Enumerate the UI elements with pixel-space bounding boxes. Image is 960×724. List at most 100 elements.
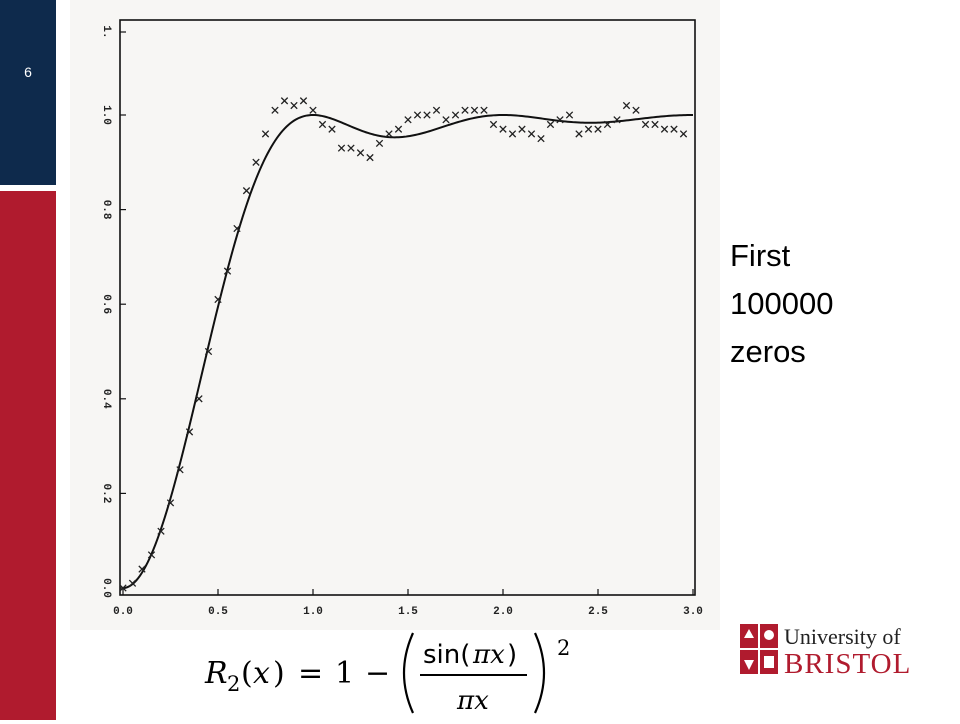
data-point-marker	[280, 97, 289, 105]
sidebar-navy-band: 6	[0, 0, 56, 185]
data-point-marker	[366, 153, 374, 162]
plot-frame	[119, 19, 696, 596]
university-logo: University of BRISTOL	[740, 620, 940, 680]
data-point-marker	[404, 116, 412, 124]
side-caption-line-1: First	[730, 238, 791, 273]
data-point-marker	[546, 120, 555, 129]
pair-correlation-formula: R 2 ( x ) = 1 − sin( πx ) πx 2	[195, 625, 675, 720]
chart-svg: 0.0 0.5 1.0 1.5 2.0 2.5 3.0 0.00.20.40.60.81.0…	[100, 19, 703, 618]
formula-big-lparen	[402, 632, 415, 714]
data-point-marker	[508, 130, 517, 138]
data-point-marker	[432, 106, 441, 114]
x-tick-label: 1.0	[303, 606, 323, 618]
formula-minus: −	[365, 656, 390, 691]
data-point-marker	[423, 111, 431, 119]
data-point-marker	[119, 584, 127, 592]
formula-big-rparen	[533, 632, 546, 714]
y-tick-label: 0.4	[100, 389, 112, 409]
data-point-marker	[527, 130, 536, 138]
data-point-marker	[271, 106, 279, 114]
formula-x: x	[253, 656, 270, 691]
x-tick-label: 0.5	[208, 606, 228, 618]
data-point-marker	[290, 101, 298, 110]
sine-kernel-curve	[122, 113, 694, 589]
formula-exponent-2: 2	[557, 636, 570, 660]
side-caption-line-2: 100000	[730, 286, 834, 321]
data-point-marker	[470, 106, 479, 114]
data-point-marker	[347, 144, 355, 152]
crest-icon	[740, 624, 778, 674]
data-point-marker	[299, 97, 308, 105]
data-point-marker	[622, 101, 631, 110]
data-point-marker	[157, 527, 165, 535]
data-point-marker	[413, 111, 422, 119]
y-tick-label: 1.	[100, 25, 112, 38]
data-point-marker	[575, 130, 583, 138]
sidebar-red-band	[0, 191, 56, 720]
formula-rparen: )	[273, 656, 285, 691]
logo-bristol: BRISTOL	[784, 648, 912, 680]
data-point-marker	[356, 149, 365, 157]
axis-ticks	[120, 31, 694, 595]
formula-r: R	[204, 656, 228, 691]
formula-pix-top: πx	[472, 640, 505, 670]
data-point-marker	[252, 158, 260, 166]
data-point-marker	[195, 395, 203, 403]
y-tick-label: 0.8	[100, 200, 112, 220]
zero-spacing-points	[119, 97, 688, 592]
data-point-marker	[632, 106, 640, 114]
x-tick-label: 2.0	[493, 606, 513, 618]
data-point-marker	[337, 144, 346, 152]
data-point-marker	[670, 125, 678, 133]
data-point-marker	[451, 111, 460, 119]
data-point-marker	[166, 499, 175, 507]
data-point-marker	[176, 466, 184, 474]
data-point-marker	[318, 120, 327, 129]
data-point-marker	[594, 125, 602, 133]
formula-equals: =	[298, 656, 323, 691]
data-point-marker	[556, 116, 564, 124]
x-tick-label: 0.0	[113, 606, 133, 618]
data-point-marker	[261, 130, 270, 138]
data-point-marker	[185, 428, 194, 436]
data-point-marker	[679, 130, 688, 138]
data-point-marker	[489, 120, 498, 129]
data-point-marker	[138, 565, 146, 573]
data-point-marker	[613, 116, 621, 124]
x-tick-labels: 0.0 0.5 1.0 1.5 2.0 2.5 3.0	[113, 606, 703, 618]
data-point-marker	[480, 106, 488, 114]
data-point-marker	[147, 551, 156, 559]
formula-lparen: (	[241, 656, 253, 691]
data-point-marker	[328, 125, 336, 133]
data-point-marker	[651, 120, 659, 129]
y-tick-labels: 0.0 0.2 0.4 0.6 0.8 1.0 1.	[100, 25, 112, 598]
data-point-marker	[461, 106, 469, 114]
data-point-marker	[537, 134, 545, 143]
data-point-marker	[242, 187, 251, 195]
data-point-marker	[309, 106, 317, 114]
data-point-marker	[233, 224, 241, 233]
slide-number: 6	[24, 64, 32, 80]
pair-correlation-chart: 0.0 0.5 1.0 1.5 2.0 2.5 3.0 0.0 0.2 0.4 0.6 0.8 1.0…	[70, 0, 720, 630]
data-point-marker	[565, 111, 574, 119]
data-point-marker	[204, 347, 213, 356]
x-tick-label: 1.5	[398, 606, 418, 618]
data-point-marker	[385, 130, 393, 138]
y-tick-label: 0.6	[100, 294, 112, 314]
formula-sin: sin(	[423, 640, 470, 670]
side-caption: First 100000 zeros	[730, 232, 930, 376]
y-tick-label: 1.0	[100, 105, 112, 125]
formula-one: 1	[335, 656, 354, 691]
data-point-marker	[518, 125, 526, 133]
data-point-marker	[223, 267, 232, 275]
data-point-marker	[394, 125, 403, 133]
data-point-marker	[442, 116, 450, 124]
side-caption-line-3: zeros	[730, 334, 806, 369]
data-point-marker	[641, 120, 650, 129]
x-tick-label: 3.0	[683, 606, 703, 618]
x-tick-label: 2.5	[588, 606, 608, 618]
data-point-marker	[660, 125, 669, 133]
data-point-marker	[584, 125, 593, 133]
data-point-marker	[214, 295, 222, 304]
formula-sin-close: )	[507, 640, 517, 670]
